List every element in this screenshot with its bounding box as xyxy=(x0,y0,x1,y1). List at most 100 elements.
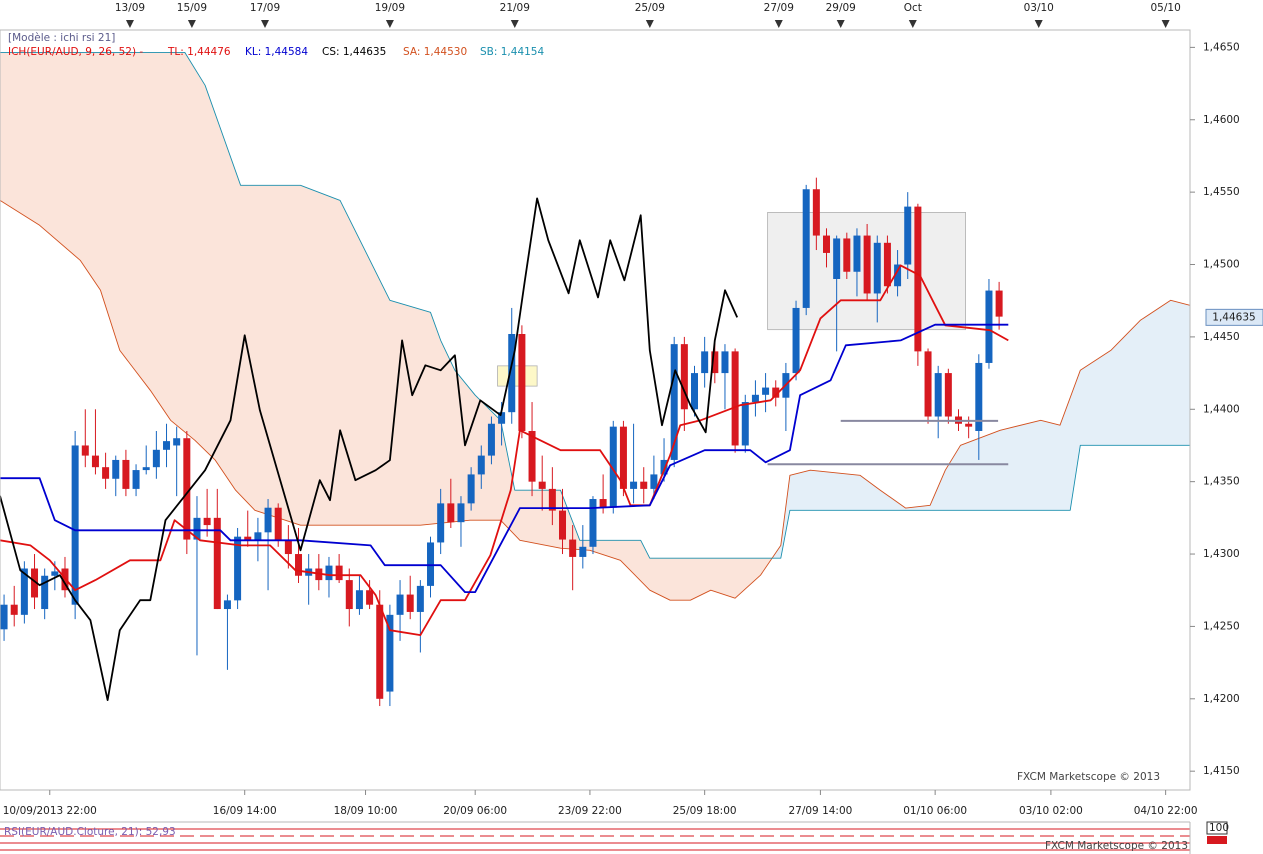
y-tick-label: 1,4300 xyxy=(1203,548,1240,560)
candle-body xyxy=(51,571,59,576)
x-tick-label: 01/10 06:00 xyxy=(903,805,967,817)
candle-body xyxy=(853,235,861,272)
legend-entry: CS: 1,44635 xyxy=(322,46,386,58)
top-date-label: 03/10 xyxy=(1024,2,1054,14)
candle-body xyxy=(883,242,891,287)
candle-body xyxy=(223,600,231,610)
candle-body xyxy=(163,441,171,450)
candle-body xyxy=(802,189,810,308)
candle-body xyxy=(843,238,851,272)
candle-body xyxy=(518,334,526,431)
y-tick-label: 1,4450 xyxy=(1203,331,1240,343)
top-date-label: Oct xyxy=(904,2,922,14)
candle-body xyxy=(112,459,120,479)
price-tag-label: 1,44635 xyxy=(1212,311,1255,323)
indicator-line xyxy=(0,264,1009,636)
top-date-label: 05/10 xyxy=(1150,2,1180,14)
candle-body xyxy=(731,351,739,446)
top-date-label: 13/09 xyxy=(115,2,145,14)
candle-body xyxy=(650,474,658,489)
candle-body xyxy=(355,590,363,610)
candle-body xyxy=(701,351,709,374)
candle-body xyxy=(640,481,648,489)
candle-body xyxy=(102,467,110,479)
indicator-line xyxy=(0,51,1190,559)
date-marker xyxy=(1034,20,1043,28)
candle-body xyxy=(985,290,993,363)
rsi-level-box xyxy=(1206,821,1228,835)
x-tick-label: 20/09 06:00 xyxy=(443,805,507,817)
rsi-label: RSI(EUR/AUD.Cloture, 21): 52,93 xyxy=(4,826,176,838)
candle-body xyxy=(366,590,374,605)
candle-body xyxy=(132,470,140,489)
date-marker xyxy=(385,20,394,28)
candle-body xyxy=(10,604,18,615)
date-marker xyxy=(1161,20,1170,28)
candle-body xyxy=(691,373,699,410)
candle-body xyxy=(823,235,831,253)
date-marker xyxy=(125,20,134,28)
candle-body xyxy=(81,445,89,456)
candle-body xyxy=(904,206,912,265)
candle-body xyxy=(873,242,881,294)
candle-body xyxy=(487,423,495,456)
date-marker xyxy=(836,20,845,28)
candle-body xyxy=(173,438,181,446)
candle-body xyxy=(609,426,617,508)
candle-body xyxy=(965,423,973,427)
top-date-label: 27/09 xyxy=(764,2,794,14)
rsi-level-box xyxy=(1207,836,1227,844)
y-tick-label: 1,4500 xyxy=(1203,259,1240,271)
candle-body xyxy=(91,455,99,468)
candle-body xyxy=(914,206,922,352)
y-tick-label: 1,4650 xyxy=(1203,41,1240,53)
top-date-label: 25/09 xyxy=(635,2,665,14)
candle-body xyxy=(203,517,211,526)
y-tick-label: 1,4400 xyxy=(1203,403,1240,415)
plot-area xyxy=(0,51,1190,707)
price-tag xyxy=(1205,308,1263,326)
rsi-top-label: 100 xyxy=(1209,822,1229,834)
x-tick-label: 23/09 22:00 xyxy=(558,805,622,817)
candle-body xyxy=(467,474,475,504)
indicator-line xyxy=(0,323,1009,593)
candle-body xyxy=(498,412,506,424)
candle-body xyxy=(152,449,160,468)
candle-body xyxy=(0,604,8,630)
x-tick-label: 03/10 02:00 xyxy=(1019,805,1083,817)
top-date-label: 15/09 xyxy=(177,2,207,14)
candle-body xyxy=(31,568,39,598)
candle-body xyxy=(589,499,597,547)
candle-body xyxy=(142,467,150,471)
candle-body xyxy=(599,499,607,508)
candle-body xyxy=(569,539,577,557)
plot-frame xyxy=(0,29,1191,791)
y-tick-label: 1,4600 xyxy=(1203,114,1240,126)
candle-body xyxy=(295,554,303,576)
candle-body xyxy=(751,394,759,403)
date-marker xyxy=(645,20,654,28)
x-tick-label: 27/09 14:00 xyxy=(788,805,852,817)
candle-body xyxy=(244,536,252,540)
candle-body xyxy=(325,565,333,581)
candle-body xyxy=(122,459,130,489)
candle-body xyxy=(234,536,242,601)
x-tick-label: 25/09 18:00 xyxy=(673,805,737,817)
candle-body xyxy=(660,459,668,475)
candle-body xyxy=(213,517,221,610)
candle-body xyxy=(193,517,201,540)
candle-body xyxy=(427,542,435,586)
date-marker xyxy=(261,20,270,28)
candle-body xyxy=(71,445,79,605)
candle-body xyxy=(264,507,272,533)
top-date-label: 19/09 xyxy=(375,2,405,14)
annotation-box xyxy=(497,365,538,387)
y-tick-label: 1,4200 xyxy=(1203,693,1240,705)
legend-entry: TL: 1,44476 xyxy=(167,46,231,58)
x-tick-label: 04/10 22:00 xyxy=(1134,805,1198,817)
date-marker xyxy=(774,20,783,28)
candle-body xyxy=(934,373,942,417)
candle-body xyxy=(406,594,414,612)
candle-body xyxy=(41,575,49,610)
